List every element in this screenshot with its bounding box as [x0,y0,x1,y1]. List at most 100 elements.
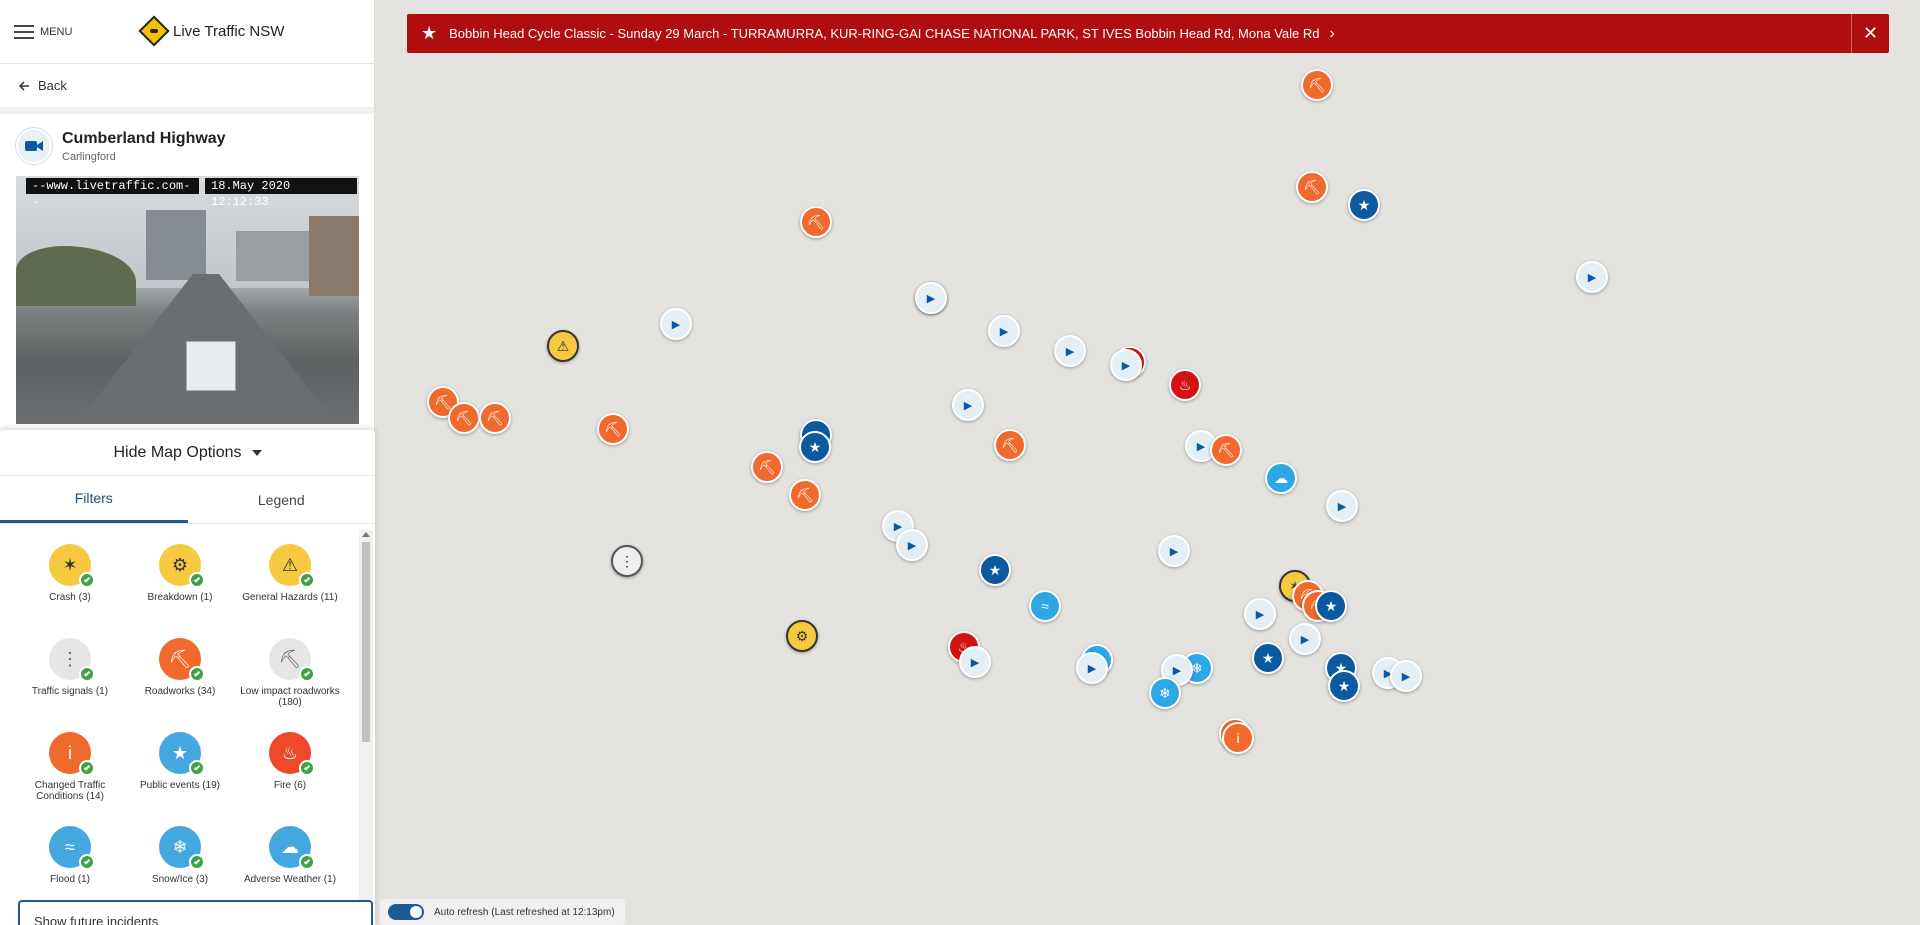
camera-marker-icon[interactable]: ▶ [952,389,984,421]
weather-icon: ☁ [269,826,315,870]
breakdown-marker-icon[interactable]: ⚙ [786,620,818,652]
map-options-tabs: Filters Legend [0,476,375,524]
roadworks-marker-icon[interactable]: ⛏ [789,479,821,511]
camera-overlay-site: --www.livetraffic.com-- [26,178,199,209]
live-traffic-logo-icon [138,15,170,47]
tab-legend[interactable]: Legend [257,491,305,508]
filter-item[interactable]: ⚠ General Hazards (11) [235,544,345,624]
event-marker-icon[interactable]: ★ [1328,670,1360,702]
hide-map-options-button[interactable]: Hide Map Options [0,430,375,476]
chevron-right-icon: › [1329,24,1335,42]
roadworks-marker-icon[interactable]: ⛏ [800,206,832,238]
camera-marker-icon[interactable]: ▶ [915,282,947,314]
check-icon [79,572,95,588]
camera-overlay: --www.livetraffic.com-- 18.May 2020 12:1… [26,178,357,209]
check-icon [79,854,95,870]
roadworks-marker-icon[interactable]: ⛏ [479,402,511,434]
camera-marker-icon[interactable]: ▶ [1390,660,1422,692]
filter-item[interactable]: ⛏ Low impact roadworks (180) [235,638,345,718]
hide-map-options-label: Hide Map Options [113,443,242,461]
camera-marker-icon[interactable]: ▶ [1326,490,1358,522]
filter-item[interactable]: i Changed Traffic Conditions (14) [15,732,125,812]
camera-image[interactable]: --www.livetraffic.com-- 18.May 2020 12:1… [16,176,359,424]
check-icon [189,572,205,588]
camera-marker-icon[interactable]: ▶ [1158,535,1190,567]
filter-item[interactable]: ⛏ Roadworks (34) [125,638,235,718]
camera-marker-icon[interactable]: ▶ [1244,598,1276,630]
crash-icon: ✶ [49,544,95,588]
camera-icon [16,128,52,164]
snow-marker-icon[interactable]: ❄ [1149,677,1181,709]
back-button[interactable]: Back [0,64,374,108]
roadworks-marker-icon[interactable]: ⛏ [751,451,783,483]
filter-item[interactable]: ✶ Crash (3) [15,544,125,624]
filter-label: Crash (3) [49,592,91,603]
camera-suburb: Carlingford [62,151,116,163]
roadworks-marker-icon[interactable]: ⛏ [994,429,1026,461]
camera-marker-icon[interactable]: ▶ [959,646,991,678]
event-marker-icon[interactable]: ★ [1252,642,1284,674]
check-icon [299,666,315,682]
star-icon: ★ [421,23,438,43]
filter-item[interactable]: ❄ Snow/Ice (3) [125,826,235,906]
check-icon [189,854,205,870]
filter-label: Changed Traffic Conditions (14) [34,780,106,802]
camera-marker-icon[interactable]: ▶ [988,315,1020,347]
event-marker-icon[interactable]: ★ [979,554,1011,586]
check-icon [189,760,205,776]
hazard-marker-icon[interactable]: ⚠ [547,330,579,362]
check-icon [79,666,95,682]
traffic-signal-marker-icon[interactable]: ⋮ [611,545,643,577]
filter-item[interactable]: ★ Public events (19) [125,732,235,812]
map[interactable]: ★ Bobbin Head Cycle Classic - Sunday 29 … [375,0,1920,925]
camera-marker-icon[interactable]: ▶ [1576,261,1608,293]
filter-item[interactable]: ⋮ Traffic signals (1) [15,638,125,718]
brand[interactable]: Live Traffic NSW [138,15,285,47]
fire-marker-icon[interactable]: ♨ [1169,369,1201,401]
camera-marker-icon[interactable]: ▶ [896,529,928,561]
auto-refresh-toggle[interactable] [388,904,424,920]
brand-name: Live Traffic NSW [173,22,285,40]
star-icon: ★ [159,732,205,776]
flood-marker-icon[interactable]: ≈ [1029,590,1061,622]
menu-button[interactable]: MENU [14,24,72,39]
flood-icon: ≈ [49,826,95,870]
filter-label: General Hazards (11) [242,592,338,603]
fire-icon: ♨ [269,732,315,776]
event-marker-icon[interactable]: ★ [1348,189,1380,221]
alert-banner[interactable]: ★ Bobbin Head Cycle Classic - Sunday 29 … [407,14,1889,53]
tab-filters[interactable]: Filters [0,476,188,523]
sidebar: MENU Live Traffic NSW Back Cumberland Hi… [0,0,375,925]
event-marker-icon[interactable]: ★ [799,431,831,463]
filters-scrollbar[interactable] [359,530,373,925]
roadworks-marker-icon[interactable]: ⛏ [1210,434,1242,466]
filter-item[interactable]: ♨ Fire (6) [235,732,345,812]
low-impact-roadworks-icon: ⛏ [269,638,315,682]
camera-marker-icon[interactable]: ▶ [1054,335,1086,367]
close-alert-button[interactable]: ✕ [1851,14,1889,53]
roadworks-marker-icon[interactable]: ⛏ [1301,69,1333,101]
caret-down-icon [251,449,262,456]
check-icon [299,760,315,776]
roadworks-marker-icon[interactable]: ⛏ [448,402,480,434]
camera-marker-icon[interactable]: ▶ [1110,349,1142,381]
filter-item[interactable]: ≈ Flood (1) [15,826,125,906]
info-marker-icon[interactable]: i [1222,722,1254,754]
event-marker-icon[interactable]: ★ [1315,590,1347,622]
filter-item[interactable]: ⚙ Breakdown (1) [125,544,235,624]
future-incidents-field[interactable]: Show future incidents [18,900,373,925]
breakdown-icon: ⚙ [159,544,205,588]
roadworks-marker-icon[interactable]: ⛏ [597,413,629,445]
weather-marker-icon[interactable]: ☁ [1265,462,1297,494]
roadworks-marker-icon[interactable]: ⛏ [1296,171,1328,203]
hamburger-icon [14,24,34,39]
camera-marker-icon[interactable]: ▶ [660,308,692,340]
filter-item[interactable]: ☁ Adverse Weather (1) [235,826,345,906]
roadworks-icon: ⛏ [159,638,205,682]
auto-refresh[interactable]: Auto refresh (Last refreshed at 12:13pm) [380,899,625,925]
top-bar: MENU Live Traffic NSW [0,0,374,64]
filter-label: Flood (1) [49,874,90,885]
snowflake-icon: ❄ [159,826,205,870]
camera-marker-icon[interactable]: ▶ [1289,623,1321,655]
camera-marker-icon[interactable]: ▶ [1076,652,1108,684]
